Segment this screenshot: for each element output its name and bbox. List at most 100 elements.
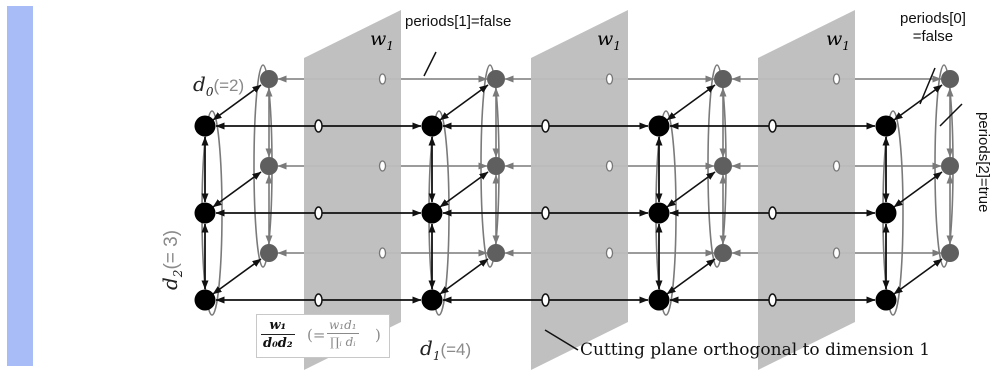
depth-edge (893, 171, 943, 208)
depth-edge (439, 258, 489, 295)
edge-weight-marker (378, 247, 387, 259)
w1-letter: w (370, 28, 387, 50)
weight-fraction: w₁ d₀d₂ (261, 318, 295, 351)
back-process-node (260, 244, 278, 262)
d2-label: d2(= 3) (158, 229, 185, 290)
d0-value: (=2) (213, 76, 245, 95)
edge-weight-marker (832, 160, 841, 172)
periods2-label: periods[2]=true (975, 112, 992, 213)
front-process-node (194, 202, 216, 224)
edge-weight-marker (314, 119, 323, 133)
periods0-pointer (919, 67, 936, 105)
back-process-node (941, 70, 959, 88)
d2-letter: d (158, 277, 182, 290)
front-process-node (875, 202, 897, 224)
front-process-node (875, 115, 897, 137)
w1-subscript: 1 (842, 38, 850, 53)
periods0-label: periods[0] =false (900, 10, 966, 46)
d2-value: (= 3) (161, 229, 182, 270)
front-process-node (648, 289, 670, 311)
weight-numerator: w₁ (261, 318, 295, 335)
w1-subscript: 1 (386, 38, 394, 53)
d2-subscript: 2 (171, 269, 185, 278)
front-process-node (421, 115, 443, 137)
w1-label-3: w1 (826, 30, 850, 52)
depth-edge (893, 258, 943, 295)
edge-weight-marker (832, 73, 841, 85)
periods0-line1: periods[0] (900, 10, 966, 27)
edge-weight-marker (605, 73, 614, 85)
edge-weight-marker (378, 73, 387, 85)
depth-edge (439, 84, 489, 121)
weight-alt-numerator: w₁d₁ (327, 318, 359, 334)
cutting-plane-pointer (544, 329, 579, 351)
w1-letter: w (826, 28, 843, 50)
edge-weight-marker (605, 160, 614, 172)
weight-denominator: d₀d₂ (263, 336, 293, 351)
depth-edge (666, 171, 716, 208)
front-process-node (875, 289, 897, 311)
w1-label-1: w1 (370, 30, 394, 52)
edge-weight-marker (541, 293, 550, 307)
d0-label: d0(=2) (193, 74, 244, 98)
front-process-node (421, 202, 443, 224)
front-process-node (194, 289, 216, 311)
back-process-node (487, 70, 505, 88)
d1-subscript: 1 (432, 349, 441, 363)
d1-letter: d (420, 336, 433, 360)
edge-weight-marker (768, 293, 777, 307)
cutting-plane-label: Cutting plane orthogonal to dimension 1 (580, 340, 931, 360)
depth-edge (439, 171, 489, 208)
edge-weight-marker (314, 293, 323, 307)
d0-letter: d (193, 72, 206, 96)
edge-weight-marker (768, 206, 777, 220)
w1-subscript: 1 (613, 38, 621, 53)
d1-label: d1(=4) (420, 338, 471, 362)
weight-formula-box: w₁ d₀d₂ (= w₁d₁ ∏ᵢ dᵢ ) (256, 314, 390, 358)
depth-edge (666, 258, 716, 295)
front-process-node (421, 289, 443, 311)
weight-alt-fraction: w₁d₁ ∏ᵢ dᵢ (327, 318, 359, 349)
side-accent-bar (7, 6, 33, 366)
front-process-node (648, 202, 670, 224)
cutting-plane (758, 10, 855, 370)
back-process-node (487, 157, 505, 175)
back-process-node (714, 157, 732, 175)
weight-alt-denominator: ∏ᵢ dᵢ (329, 335, 356, 349)
d1-value: (=4) (440, 340, 472, 359)
weight-alt-open: (= (307, 326, 326, 344)
depth-edge (212, 84, 262, 121)
back-process-node (260, 70, 278, 88)
cutting-plane (531, 10, 628, 370)
cutting-plane (304, 10, 401, 370)
edge-weight-marker (768, 119, 777, 133)
periods1-label: periods[1]=false (405, 13, 512, 30)
periods1-pointer (423, 51, 437, 77)
periods0-line2: =false (912, 28, 954, 45)
front-process-node (648, 115, 670, 137)
periods2-pointer (939, 103, 963, 127)
back-process-node (487, 244, 505, 262)
depth-edge (212, 171, 262, 208)
edge-weight-marker (378, 160, 387, 172)
back-process-node (714, 244, 732, 262)
w1-label-2: w1 (597, 30, 621, 52)
edge-weight-marker (605, 247, 614, 259)
edge-weight-marker (541, 119, 550, 133)
depth-edge (666, 84, 716, 121)
back-process-node (941, 157, 959, 175)
back-process-node (714, 70, 732, 88)
edge-weight-marker (541, 206, 550, 220)
weight-alt-close: ) (375, 326, 381, 344)
w1-letter: w (597, 28, 614, 50)
depth-edge (212, 258, 262, 295)
back-process-node (941, 244, 959, 262)
edge-weight-marker (314, 206, 323, 220)
depth-edge (893, 84, 943, 121)
back-process-node (260, 157, 278, 175)
front-process-node (194, 115, 216, 137)
d0-subscript: 0 (205, 85, 214, 99)
edge-weight-marker (832, 247, 841, 259)
